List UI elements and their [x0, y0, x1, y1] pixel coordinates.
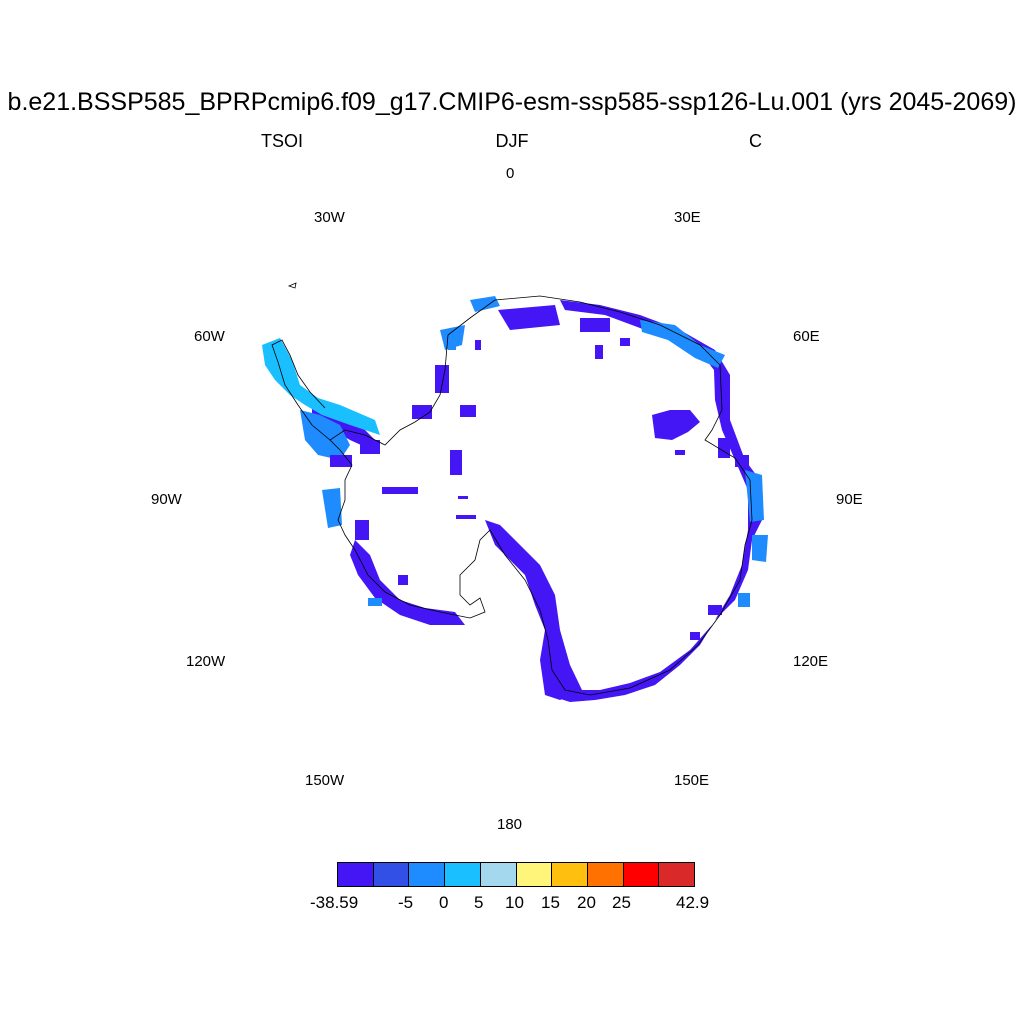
peninsula-band	[262, 338, 380, 435]
lon-label-120e: 120E	[793, 653, 829, 670]
colorbar-box	[409, 863, 446, 886]
colorbar-label: 42.9	[676, 893, 710, 912]
peninsula-coast	[271, 339, 331, 441]
colorbar-label: -38.59	[310, 893, 359, 912]
east-edge-blue-3	[752, 535, 768, 562]
east-edge-blue	[640, 320, 725, 368]
colorbar-box	[587, 863, 624, 886]
lon-label-150e: 150E	[674, 772, 710, 789]
colorbar-box	[338, 863, 374, 886]
plot-title: b.e21.BSSP585_BPRPcmip6.f09_g17.CMIP6-es…	[7, 88, 1017, 116]
cell	[738, 593, 750, 607]
field-cells	[262, 296, 768, 702]
cell	[708, 605, 722, 615]
colorbar-label: 25	[612, 893, 631, 912]
east-edge-blue-2	[745, 470, 764, 522]
cell	[580, 318, 610, 332]
colorbar-box	[623, 863, 660, 886]
colorbar-box	[445, 863, 481, 886]
cell	[460, 405, 476, 417]
dml-block	[498, 305, 560, 330]
lon-label-30w: 30W	[314, 209, 345, 226]
island	[287, 282, 297, 289]
cell	[475, 340, 481, 350]
lon-label-150w: 150W	[305, 772, 345, 789]
lon-label-180: 180	[497, 816, 523, 833]
cell	[456, 515, 476, 519]
colorbar-box	[373, 863, 410, 886]
colorbar-label: 0	[439, 893, 449, 912]
lon-label-60e: 60E	[793, 328, 820, 345]
cell	[735, 455, 749, 467]
cell	[675, 450, 685, 455]
lon-label-60w: 60W	[194, 328, 225, 345]
cell	[382, 487, 418, 494]
cell	[368, 598, 382, 606]
colorbar-label: 10	[505, 893, 524, 912]
cell	[690, 632, 700, 640]
cell	[398, 575, 408, 585]
colorbar-label: 20	[577, 893, 596, 912]
colorbar-box	[552, 863, 588, 886]
east-coast-band	[545, 300, 762, 702]
marie-byrd-band	[350, 540, 465, 625]
cell	[620, 338, 630, 346]
cell	[360, 440, 380, 454]
cell	[412, 405, 432, 419]
lon-label-90w: 90W	[151, 491, 182, 508]
dml-edge-blue	[470, 296, 500, 312]
amery-block	[652, 410, 700, 440]
colorbar-box	[480, 863, 517, 886]
lon-label-120w: 120W	[186, 653, 226, 670]
cell	[718, 438, 730, 458]
west-90w-blue	[322, 488, 342, 528]
colorbar-label: -5	[398, 893, 414, 912]
lon-label-90e: 90E	[836, 491, 863, 508]
colorbar-box	[516, 863, 553, 886]
colorbar-label: 15	[541, 893, 560, 912]
season-label: DJF	[495, 131, 529, 151]
cell	[450, 450, 462, 475]
lon-label-30e: 30E	[674, 209, 701, 226]
cell	[448, 340, 456, 350]
cell	[435, 365, 449, 393]
ross-band	[485, 520, 582, 700]
coastline	[329, 295, 753, 696]
variable-label: TSOI	[261, 131, 304, 151]
colorbar	[337, 862, 695, 887]
cell	[595, 345, 603, 359]
colorbar-box	[659, 863, 695, 886]
wedd-edge	[440, 325, 465, 350]
cell	[458, 496, 468, 499]
lon-label-0: 0	[506, 165, 515, 182]
colorbar-label: 5	[474, 893, 484, 912]
cell	[355, 520, 369, 540]
units-label: C	[749, 131, 762, 151]
